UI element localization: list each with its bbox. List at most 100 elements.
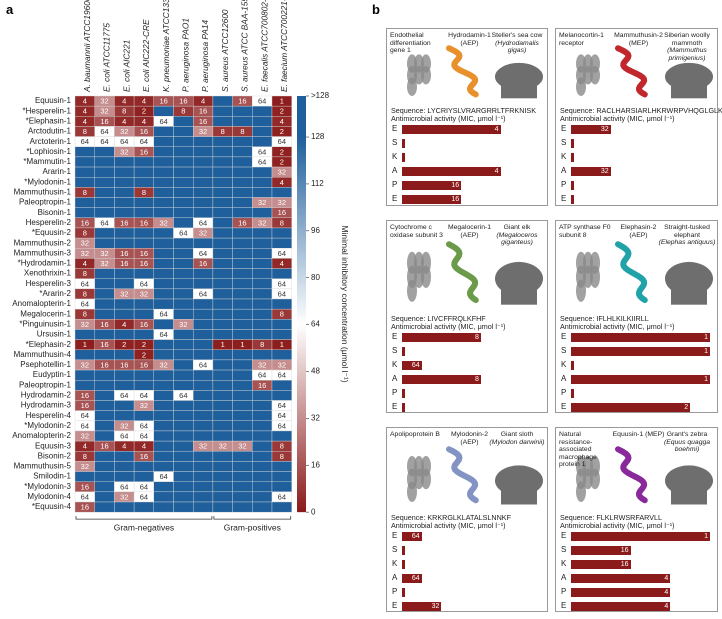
cell-label: 32 [140,401,148,410]
heatmap-cell [114,176,135,188]
heatmap-cell [271,329,292,340]
axis-label: Antimicrobial activity (MIC, μmol l⁻¹) [560,114,675,123]
row-label: Psephotellin-1 [20,360,71,369]
heatmap-cell [153,461,174,472]
heatmap-cell [192,207,214,218]
cell-label: 16 [100,320,108,329]
heatmap-cell [173,430,194,442]
value-label: 4 [664,588,669,596]
heatmap-cell [212,176,233,188]
heatmap-cell [94,308,115,320]
heatmap-cell [153,319,174,330]
cell-label: 64 [199,218,207,227]
category-label: S [392,545,398,554]
heatmap-cell [192,176,214,188]
cell-label: 32 [199,442,207,451]
heatmap-cell [212,349,233,361]
heatmap-cell [271,237,292,249]
heatmap-cell [192,420,214,432]
organism: Giant sloth (Mylodon darwinii) [487,431,547,446]
protein-structure [576,481,586,502]
heatmap-cell [94,491,115,503]
heatmap-cell [232,349,253,361]
heatmap-cell [271,430,292,442]
heatmap-cell [173,207,194,218]
heatmap-cell [94,156,115,168]
heatmap-cell [232,380,253,391]
heatmap-cell [252,420,273,432]
sequence: Sequence: LIVCFFRQLKFHF [391,314,486,323]
cell-label: 32 [278,360,286,369]
category-label: P [561,587,567,596]
heatmap-cell [232,308,253,320]
heatmap-cell [252,471,273,482]
row-label: Hesperelin-3 [26,279,72,288]
row-label: Equusin-3 [35,441,72,450]
heatmap-cell [74,146,95,158]
cell-label: 32 [81,249,89,258]
heatmap-cell [232,278,253,290]
heatmap-cell [133,176,155,188]
cell-label: 64 [278,401,286,410]
category-label: P [392,180,398,189]
cell-label: 8 [240,127,244,136]
heatmap-cell [232,156,253,168]
bar [402,588,405,597]
row-label: Hesperelin-4 [26,411,72,420]
column-label: E. coli AIC222-CRE [141,19,151,92]
cell-label: 4 [280,117,284,126]
animal-legs [671,487,707,505]
peptide-name: Hydrodamin-1 (AEP) [448,32,491,47]
cell-label: 16 [81,503,89,512]
peptide-helix [446,45,479,98]
cell-label: 32 [120,147,128,156]
cell-label: 64 [278,289,286,298]
heatmap-cell [252,237,273,249]
heatmap-cell [94,481,115,493]
category-label: K [561,559,567,568]
bar [571,602,671,611]
parent-protein: Melanocortin-1 receptor [559,32,604,47]
heatmap-cell [192,319,214,330]
colorbar-tick-label: 32 [311,413,320,422]
cell-label: 64 [81,492,89,501]
heatmap-cell [94,268,115,279]
heatmap-cell [252,481,273,493]
heatmap-cell [133,227,155,239]
category-label: E [392,194,398,203]
heatmap-cell [232,298,253,310]
cell-label: 32 [199,229,207,238]
heatmap-cell [133,461,155,472]
heatmap-cell [173,136,194,147]
row-label: *Equusin-4 [32,502,72,511]
heatmap-cell [252,248,273,259]
category-label: S [561,545,567,554]
heatmap-cell [192,349,214,361]
bar [571,403,691,412]
heatmap-cell [114,278,135,290]
cell-label: 64 [278,492,286,501]
heatmap-cell [252,126,273,137]
cell-label: 8 [83,188,87,197]
protein-structure [414,265,424,288]
cell-label: 4 [122,320,126,329]
cell-label: 64 [258,371,266,380]
cell-label: 16 [140,320,148,329]
sequence: Sequence: LYCRIYSLVRARGRRLTFRKNISK [391,106,536,115]
heatmap-cell [212,501,233,513]
heatmap-cell [232,430,253,442]
heatmap-cell [74,156,95,168]
heatmap-cell [212,197,233,208]
heatmap-cell [192,380,214,391]
bar [402,333,481,342]
heatmap-cell [232,329,253,340]
cell-label: 32 [120,127,128,136]
cell-label: 32 [81,360,89,369]
cell-label: 32 [120,492,128,501]
heatmap-cell [212,451,233,462]
heatmap-cell [252,207,273,218]
bar [402,532,422,541]
row-label: Mammuthusin-1 [14,188,72,197]
heatmap-cell [114,156,135,168]
category-label: S [392,346,398,355]
